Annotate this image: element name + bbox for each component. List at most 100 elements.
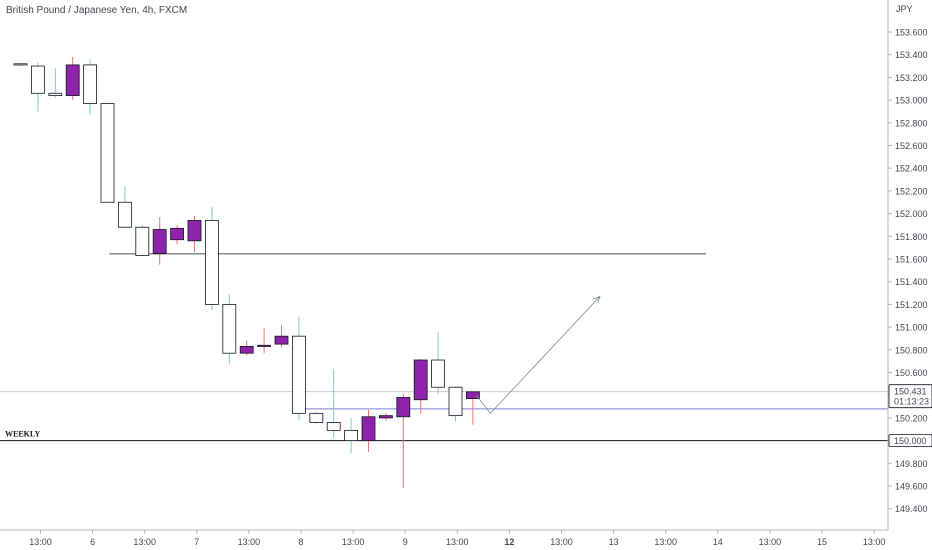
candle [465,391,480,425]
candle [204,206,219,311]
candle-body [30,65,45,94]
candle-body [187,220,202,242]
time-tick-label: 13:00 [759,537,782,547]
time-tick-label: 13:00 [550,537,573,547]
price-tick-label: 152.200 [895,186,928,196]
candles [13,56,480,489]
price-tick-label: 151.400 [895,277,928,287]
candle [413,358,428,414]
candle [30,62,45,112]
candle-body [396,397,411,418]
time-tick-label: 15 [817,537,827,547]
weekly-label: WEEKLY [5,430,40,439]
price-tick-label: 151.000 [895,323,928,333]
candle-body [309,412,324,423]
candle-body [465,391,480,400]
candle-body [135,226,150,256]
price-tick-label: 153.000 [895,96,928,106]
time-tick-label: 7 [194,537,199,547]
time-tick-label: 13:00 [133,537,156,547]
candle-body [13,63,28,66]
candle [361,409,376,452]
level-badge-value: 150.000 [894,436,927,446]
candle [291,316,306,421]
candle [152,217,167,265]
currency-label: JPY [896,4,913,14]
candle-body [378,415,393,419]
price-tick-label: 151.200 [895,300,928,310]
candle-body [291,335,306,414]
arrow-head [593,295,601,304]
time-tick-label: 13:00 [446,537,469,547]
candle-body [222,303,237,354]
candle [431,331,446,395]
candle [378,413,393,421]
candle-body [48,92,63,96]
candle-body [204,220,219,305]
chart-title: British Pound / Japanese Yen, 4h, FXCM [6,5,188,16]
last-price-badge [888,384,932,409]
candle-body [118,201,132,228]
price-tick-label: 153.600 [895,28,928,38]
time-tick-label: 13:00 [654,537,677,547]
projection-arrow[interactable] [476,295,601,414]
price-tick-label: 149.600 [895,482,928,492]
price-tick-label: 150.600 [895,368,928,378]
candle [13,63,28,67]
level-badge [888,434,932,447]
price-tick-label: 151.800 [895,232,928,242]
candle-body [431,359,446,388]
candle [187,215,202,253]
candle [100,103,115,203]
time-tick-label: 12 [504,537,514,547]
price-tick-label: 152.600 [895,141,928,151]
price-tick-label: 153.200 [895,73,928,83]
price-tick-label: 153.400 [895,50,928,60]
candle [83,59,97,115]
time-tick-label: 8 [298,537,303,547]
time-tick-label: 13 [609,537,619,547]
time-tick-label: 13:00 [863,537,886,547]
candle-body [170,227,185,241]
countdown-timer: 01:13:23 [894,397,929,407]
candle [170,224,185,245]
time-tick-label: 13:00 [238,537,261,547]
candle [48,68,63,98]
candle [222,294,237,365]
price-tick-label: 151.600 [895,255,928,265]
price-tick-label: 150.800 [895,345,928,355]
candle-body [257,344,272,347]
candle [239,340,254,356]
candle-body [100,103,115,203]
time-tick-label: 6 [90,537,95,547]
candle-body [239,345,254,354]
candle-body [274,335,289,345]
candle-body [326,422,341,431]
candle [135,224,150,256]
time-tick-label: 9 [403,537,408,547]
horizontal-lines[interactable]: WEEKLY [0,253,888,442]
candle-body [65,64,80,96]
price-tick-label: 149.400 [895,504,928,514]
candle [344,417,359,454]
last-price-value: 150.431 [894,387,927,397]
candle [65,56,80,101]
candle-body [344,429,359,442]
price-tick-label: 152.800 [895,118,928,128]
time-tick-label: 14 [713,537,723,547]
time-tick-label: 13:00 [29,537,52,547]
candle-body [152,229,167,254]
time-tick-label: 13:00 [342,537,365,547]
candle-body [361,416,376,442]
candle [274,324,289,348]
projection-path[interactable] [476,296,601,414]
price-tick-label: 152.000 [895,209,928,219]
candle [309,412,324,424]
price-tick-label: 149.800 [895,459,928,469]
price-tick-label: 150.200 [895,413,928,423]
candle-body [448,386,463,417]
candle [118,186,132,228]
price-tick-label: 152.400 [895,164,928,174]
